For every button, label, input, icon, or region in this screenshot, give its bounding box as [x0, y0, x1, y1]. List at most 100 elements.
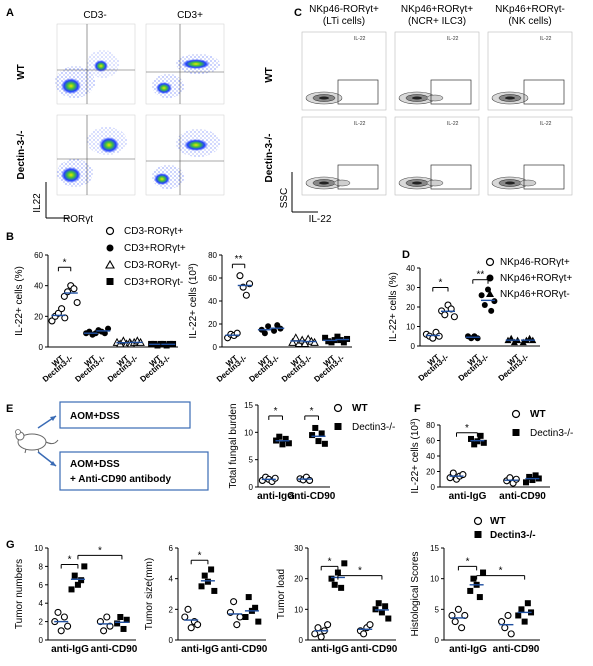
- legend-marker-filled-square: [334, 423, 342, 430]
- panel-d-legend: NKp46-RORγt+ NKp46+RORγt+ NKp46+RORγt-: [485, 257, 572, 300]
- panel-g-tumor-numbers-point-ko: [114, 620, 121, 627]
- panel-g-histological-scores-significance-label: *: [499, 566, 503, 577]
- panel-g-tumor-size-point-ko: [208, 566, 215, 573]
- gate-label: IL-22: [540, 36, 552, 42]
- panel-g-tumor-size-point-ko: [204, 578, 211, 585]
- panel-g-tumor-size-point-wt: [181, 613, 189, 621]
- panel-e-point-wt: [306, 476, 314, 484]
- panel-g-histological-scores-point-ko: [524, 600, 531, 607]
- legend-marker-open-circle: [473, 516, 483, 526]
- legend-marker-filled-circle: [106, 244, 114, 252]
- panel-c-row-label-ko: Dectin-3-/-: [264, 134, 275, 183]
- panel-g-tumor-size-point-ko: [245, 594, 252, 601]
- density-contour: [319, 96, 329, 100]
- panel-g-tumor-numbers-point-ko: [120, 625, 127, 632]
- panel-letter-c: C: [294, 7, 302, 19]
- panel-g-tumor-load-point-ko: [382, 603, 389, 610]
- arrow-head-icon: [50, 416, 56, 421]
- flow-plot-c: IL-22: [487, 31, 573, 111]
- panel-c-col3-line1: NKp46+RORγt-: [495, 4, 565, 15]
- gate-label: IL-22: [354, 121, 366, 127]
- panel-g-tumor-load-point-wt: [311, 630, 319, 638]
- panel-d-y-tick-label: 0: [411, 342, 416, 351]
- panel-g-tumor-size-y-tick-label: 6: [169, 544, 174, 553]
- density-contour: [426, 94, 444, 102]
- legend-marker-filled-square: [474, 531, 482, 538]
- panel-f-y-tick-label: 80: [426, 421, 435, 430]
- panel-g-histological-scores-y-tick-label: 10: [430, 575, 439, 584]
- panel-g-histological-scores-significance-label: *: [466, 556, 470, 567]
- panel-d-legend-item-2: NKp46+RORγt+: [500, 273, 572, 284]
- panel-f-point-ko: [529, 477, 536, 484]
- panel-f-point-ko: [468, 435, 474, 442]
- panel-f-y-tick-label: 20: [426, 468, 435, 477]
- panel-g-histological-scores-x-label: anti-IgG: [449, 644, 487, 655]
- panel-d-point-ko: [491, 298, 498, 305]
- panel-b-right-point-wt: [322, 334, 329, 341]
- panel-a-ylabel: IL22: [32, 193, 43, 213]
- panel-g-tumor-numbers-y-tick-label: 8: [39, 562, 44, 571]
- density-contour: [505, 96, 515, 100]
- panel-g-tumor-size-point-ko: [242, 614, 249, 620]
- panel-g-tumor-numbers-point-ko: [74, 581, 81, 588]
- panel-b-right-significance-label: **: [235, 254, 243, 265]
- panel-g-tumor-load-x-label: anti-IgG: [311, 644, 349, 655]
- panel-g-tumor-load-ylabel: Tumor load: [276, 569, 287, 619]
- panel-f-x-label: anti-CD90: [499, 491, 546, 502]
- panel-a-col-header-cd3pos: CD3+: [177, 10, 203, 21]
- panel-b-right-y-tick-label: 0: [213, 343, 218, 352]
- panel-g-histological-scores-point-wt: [454, 605, 462, 613]
- treatment-box-anti-cd90: [59, 451, 209, 491]
- panel-g-tumor-numbers-point-ko: [117, 614, 124, 620]
- panel-e-y-tick-label: 10: [244, 428, 253, 437]
- panel-b-right-point-ko: [300, 338, 310, 348]
- panel-g-tumor-load-point-ko: [378, 609, 385, 616]
- panel-f-point-ko: [480, 439, 487, 446]
- panel-d-legend-item-1: NKp46-RORγt+: [500, 257, 570, 268]
- panel-f-point-ko: [471, 441, 478, 448]
- panel-e-significance-label: *: [274, 406, 278, 417]
- panel-e-x-label: anti-CD90: [289, 491, 336, 502]
- panel-b-right-y-tick-label: 60: [208, 274, 217, 283]
- panel-d-point-ko: [481, 302, 488, 309]
- panel-d-point-ko: [441, 311, 449, 319]
- panel-a-col-header-cd3neg: CD3-: [83, 10, 106, 21]
- panel-g-tumor-numbers-point-wt: [60, 613, 68, 621]
- panel-b-right-y-tick-label: 20: [208, 320, 217, 329]
- density-contour: [412, 96, 422, 100]
- panel-c-col1-line1: NKp46-RORγt+: [309, 4, 379, 15]
- panel-e-ylabel: Total fungal burden: [228, 403, 239, 488]
- panel-g-histological-scores-point-wt: [504, 611, 512, 620]
- legend-marker-filled-circle: [486, 274, 494, 282]
- panel-g-tumor-size-y-tick-label: 4: [169, 575, 174, 584]
- panel-c-row-label-wt: WT: [264, 67, 275, 83]
- panel-g-tumor-numbers-point-ko: [68, 586, 75, 593]
- panel-g-tumor-numbers-x-label: anti-IgG: [51, 644, 89, 655]
- flow-plot-c: IL-22: [394, 116, 480, 196]
- panel-g-tumor-numbers-y-tick-label: 4: [39, 599, 44, 608]
- panel-e-point-wt: [271, 474, 279, 482]
- gate-box: [523, 79, 565, 105]
- gate-box: [430, 164, 472, 190]
- panel-f-x-label: anti-IgG: [449, 491, 487, 502]
- legend-marker-filled-square: [106, 278, 114, 285]
- panel-b-legend: CD3-RORγt+ CD3+RORγt+ CD3-RORγt- CD3+ROR…: [105, 226, 186, 288]
- gate-box: [523, 164, 565, 190]
- panel-b-left-significance-label: *: [63, 257, 67, 268]
- density-contour: [519, 179, 537, 187]
- panel-g-tumor-numbers-y-tick-label: 6: [39, 581, 44, 590]
- gate-label: IL-22: [447, 36, 459, 42]
- panel-b-right-point-ko: [242, 291, 250, 299]
- panel-g-tumor-size-point-ko: [201, 572, 208, 579]
- panel-g-tumor-numbers-point-ko: [123, 616, 130, 623]
- panel-d-point-wt: [510, 338, 518, 346]
- legend-marker-open-circle: [485, 257, 495, 267]
- panel-b-left-point-ko: [73, 298, 81, 307]
- panel-b-left-point-ko: [105, 325, 112, 332]
- panel-g-histological-scores-y-tick-label: 0: [435, 636, 440, 645]
- panel-g-tumor-load-chart: 0 10 20 30 Tumor load anti-IgG anti-CD90 * *: [276, 544, 398, 655]
- density-contour: [333, 179, 351, 187]
- panel-g-histological-scores-point-wt: [498, 618, 506, 626]
- panel-letter-a: A: [6, 7, 14, 19]
- panel-g-tumor-numbers-point-wt: [64, 622, 72, 630]
